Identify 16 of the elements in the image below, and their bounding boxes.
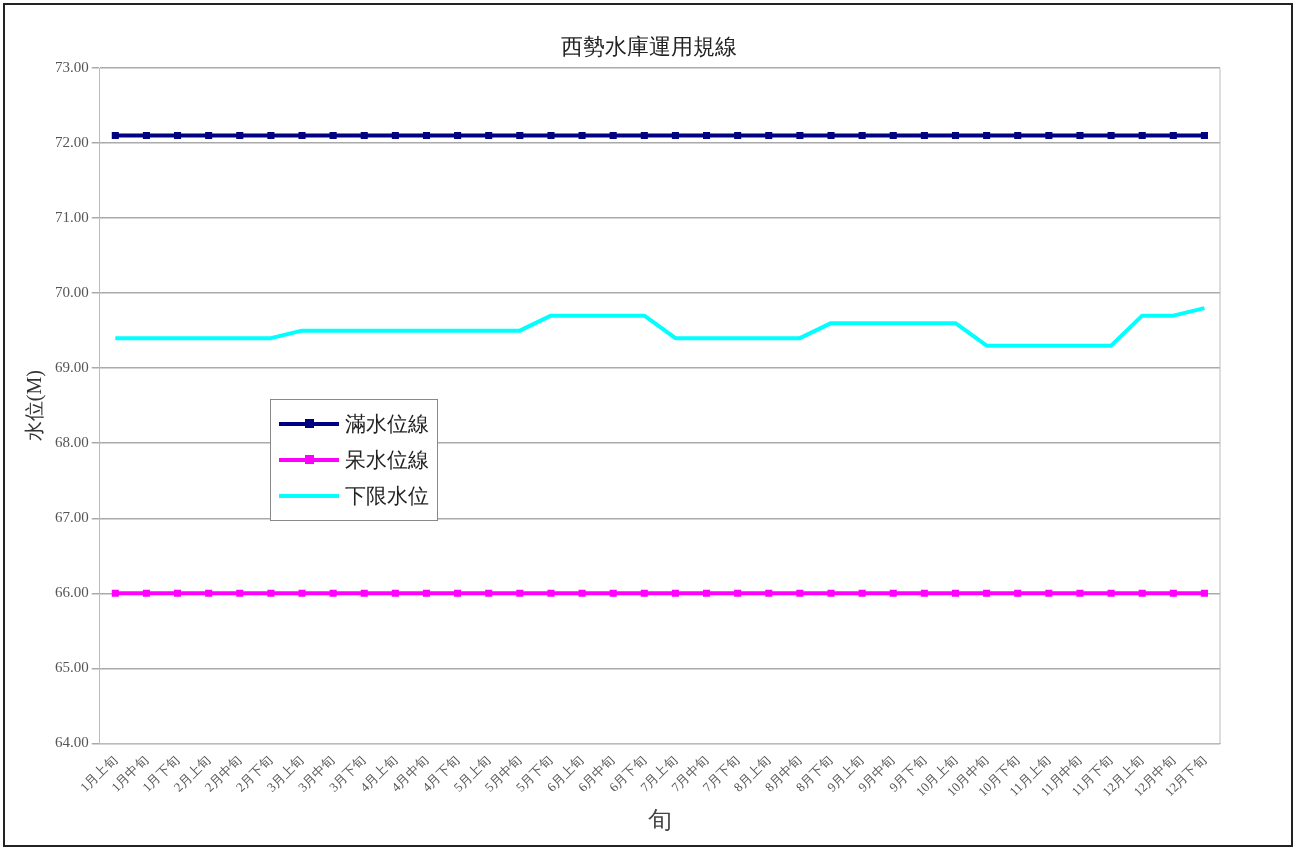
legend-label: 呆水位線: [344, 446, 429, 474]
y-axis-title: 水位(M): [23, 370, 47, 442]
y-tick-label: 65.00: [55, 659, 89, 676]
y-tick-label: 68.00: [55, 434, 89, 451]
y-tick-label: 70.00: [55, 284, 89, 301]
y-tick-label: 73.00: [55, 58, 89, 75]
chart-title: 西勢水庫運用規線: [561, 34, 737, 59]
y-tick-label: 66.00: [55, 584, 89, 601]
legend-label: 滿水位線: [344, 410, 429, 438]
y-tick-label: 64.00: [55, 734, 89, 751]
y-tick-label: 71.00: [55, 209, 89, 226]
y-tick-label: 69.00: [55, 359, 89, 376]
x-axis-title: 旬: [647, 806, 672, 833]
y-tick-label: 67.00: [55, 509, 89, 526]
y-tick-label: 72.00: [55, 133, 89, 150]
legend-label: 下限水位: [344, 482, 429, 510]
